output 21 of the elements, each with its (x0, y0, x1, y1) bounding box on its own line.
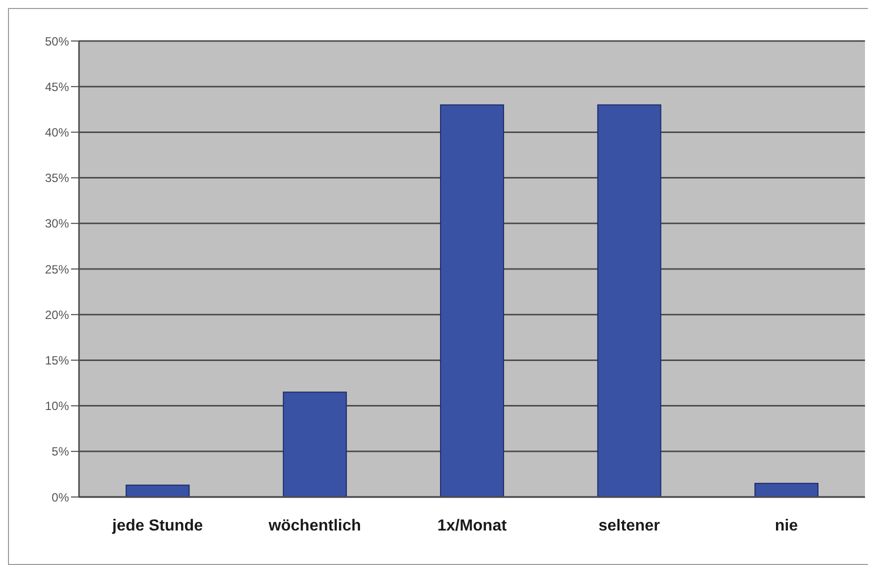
bar (440, 104, 504, 497)
bar (754, 482, 818, 497)
y-tick-label: 30% (44, 216, 70, 231)
x-tick-label: 1x/Monat (437, 517, 508, 534)
x-tick-label: nie (774, 517, 798, 534)
y-tick-label: 20% (44, 308, 70, 322)
y-tick-label: 25% (44, 262, 70, 276)
y-tick-label: 0% (52, 490, 70, 504)
x-tick-label: jede Stunde (111, 517, 204, 534)
x-tick-label: wöchentlich (268, 517, 362, 534)
y-tick-label: 10% (44, 399, 70, 414)
y-tick-label: 15% (44, 353, 70, 368)
y-tick-label: 50% (44, 34, 70, 48)
bar (282, 392, 347, 497)
y-tick-label: 40% (44, 125, 70, 140)
bar (597, 104, 662, 497)
y-tick-label: 45% (44, 80, 70, 94)
y-tick-label: 5% (52, 444, 70, 459)
y-tick-label: 35% (44, 171, 70, 186)
x-tick-label: seltener (598, 517, 660, 534)
bar (126, 484, 190, 497)
